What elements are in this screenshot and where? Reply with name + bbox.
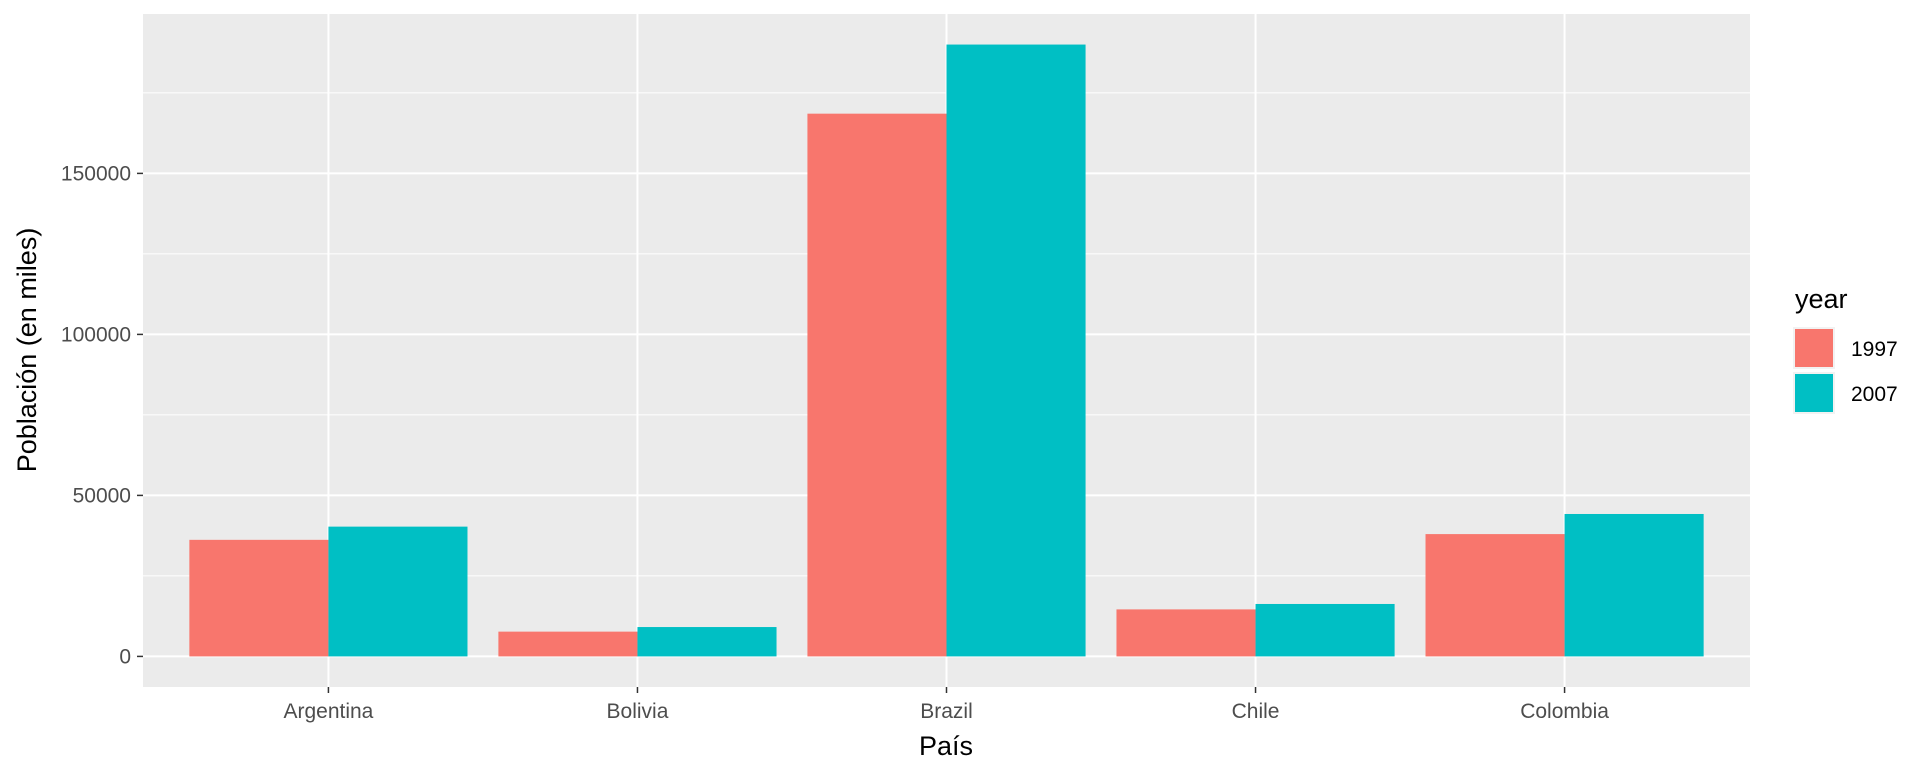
bar-bolivia-2007 <box>637 627 777 657</box>
legend-title: year <box>1795 284 1848 314</box>
x-tick-label: Bolivia <box>607 700 669 723</box>
y-tick-label: 100000 <box>61 323 131 346</box>
y-tick-label: 0 <box>119 645 131 668</box>
y-tick-label: 50000 <box>73 484 131 507</box>
y-axis-ticks: 0 50000 100000 150000 <box>61 162 143 668</box>
bar-bolivia-1997 <box>498 631 638 657</box>
legend-label-1997: 1997 <box>1851 338 1898 361</box>
x-axis-title: País <box>919 731 973 761</box>
legend: year 1997 2007 <box>1793 284 1898 414</box>
x-tick-label: Colombia <box>1520 700 1609 723</box>
y-axis-title: Población (en miles) <box>12 228 42 473</box>
bar-colombia-1997 <box>1425 534 1565 657</box>
bar-brazil-1997 <box>807 113 947 657</box>
bar-brazil-2007 <box>946 44 1086 657</box>
bar-chile-1997 <box>1116 609 1256 657</box>
legend-label-2007: 2007 <box>1851 383 1898 406</box>
x-axis-ticks: Argentina Bolivia Brazil Chile Colombia <box>283 687 1609 723</box>
x-tick-label: Chile <box>1232 700 1280 723</box>
x-tick-label: Brazil <box>920 700 973 723</box>
bar-argentina-2007 <box>328 526 468 657</box>
bar-chile-2007 <box>1255 603 1395 657</box>
x-tick-label: Argentina <box>283 700 373 723</box>
legend-swatch-2007 <box>1795 374 1833 412</box>
bar-argentina-1997 <box>189 539 329 657</box>
legend-swatch-1997 <box>1795 329 1833 367</box>
bars <box>189 44 1704 657</box>
y-tick-label: 150000 <box>61 162 131 185</box>
bar-colombia-2007 <box>1564 513 1704 657</box>
